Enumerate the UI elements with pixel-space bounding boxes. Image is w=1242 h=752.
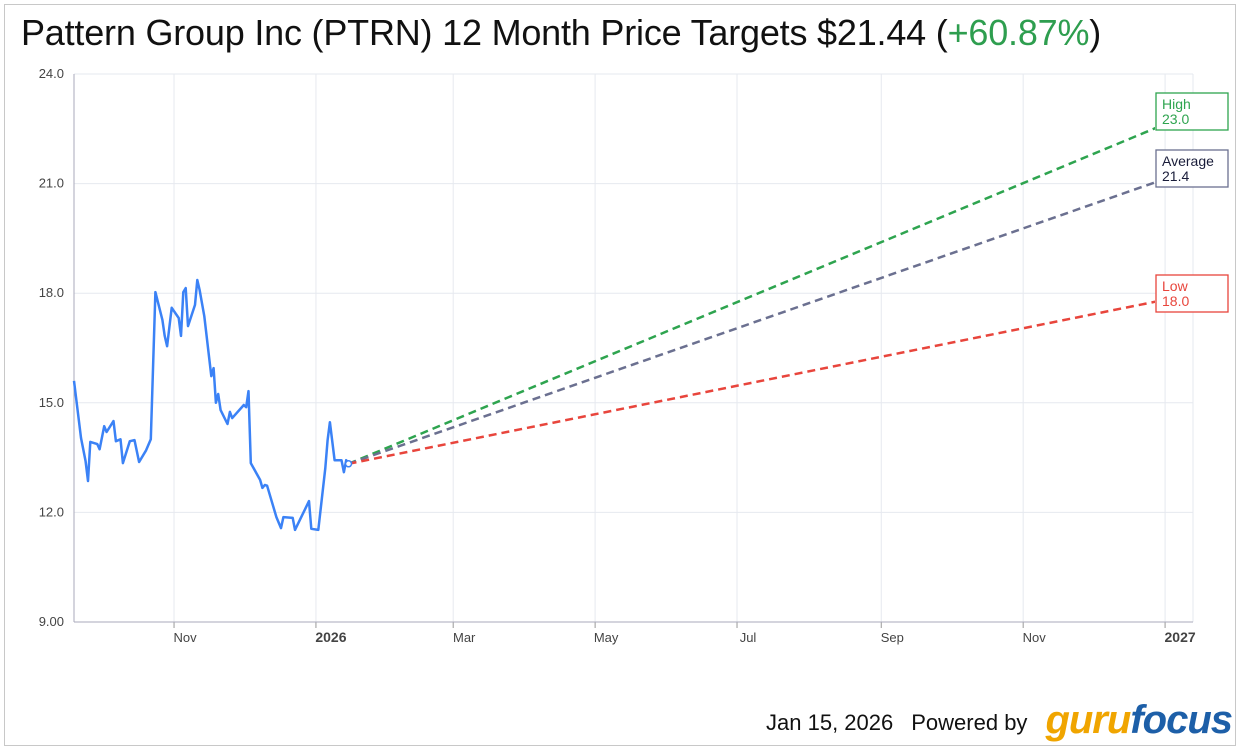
y-tick-label: 9.00 (39, 614, 64, 629)
y-tick-label: 12.0 (39, 504, 64, 519)
y-tick-label: 15.0 (39, 395, 64, 410)
target-label-box-high (1155, 92, 1229, 131)
x-tick-label: 2026 (315, 629, 346, 645)
title-text: Pattern Group Inc (PTRN) 12 Month Price … (21, 12, 948, 53)
price-change-percent: +60.87% (947, 12, 1090, 53)
target-label-box-low (1155, 274, 1229, 313)
x-tick-label: Jul (740, 630, 757, 645)
target-label-box-average (1155, 149, 1229, 188)
y-tick-label: 18.0 (39, 285, 64, 300)
chart-frame (4, 4, 1236, 746)
gurufocus-logo[interactable]: gurufocus (1045, 698, 1233, 742)
target-line-average (348, 181, 1155, 465)
target-value-low: 18.0 (1162, 293, 1189, 309)
target-value-high: 23.0 (1162, 111, 1189, 127)
x-tick-label: 2027 (1165, 629, 1196, 645)
y-tick-label: 24.0 (39, 66, 64, 81)
x-tick-label: Sep (881, 630, 904, 645)
target-label-low: Low (1162, 278, 1189, 294)
target-line-high (348, 126, 1155, 465)
chart-title: Pattern Group Inc (PTRN) 12 Month Price … (21, 12, 1101, 54)
logo-guru: guru (1045, 698, 1131, 742)
logo-focus: focus (1130, 698, 1233, 742)
y-tick-label: 21.0 (39, 176, 64, 191)
current-price-marker (344, 460, 353, 468)
target-label-average: Average (1162, 153, 1214, 169)
target-value-average: 21.4 (1162, 168, 1189, 184)
x-tick-label: Mar (453, 630, 476, 645)
target-line-low (348, 300, 1155, 466)
x-tick-label: May (594, 630, 619, 645)
x-tick-label: Nov (1023, 630, 1047, 645)
title-suffix: ) (1089, 12, 1102, 53)
target-label-high: High (1162, 96, 1191, 112)
powered-by-text: Powered by (911, 710, 1028, 735)
as-of-date: Jan 15, 2026 (766, 710, 894, 735)
price-line (72, 278, 350, 532)
x-tick-label: Nov (173, 630, 197, 645)
footer: Jan 15, 2026 Powered by gurufocus (766, 698, 1233, 742)
